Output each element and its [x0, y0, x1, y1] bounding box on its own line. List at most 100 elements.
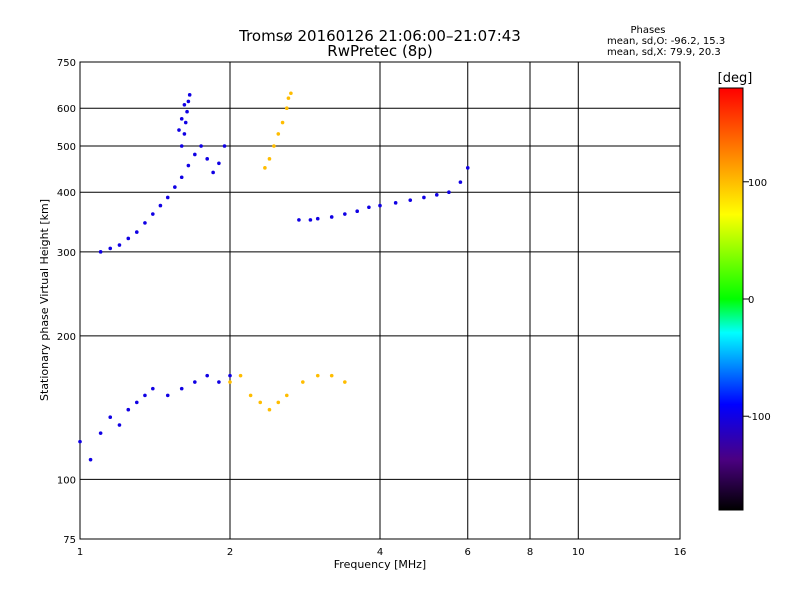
- data-point: [228, 373, 232, 378]
- data-point: [408, 198, 413, 202]
- data-point: [276, 400, 281, 405]
- y-tick-label: 600: [57, 104, 76, 115]
- data-point: [238, 373, 243, 378]
- data-point: [186, 99, 191, 104]
- colorbar-tick-label: -100: [748, 412, 771, 423]
- data-point: [186, 163, 191, 168]
- phases-o-stats: mean, sd,O: -96.2, 15.3: [607, 36, 725, 47]
- data-point: [263, 166, 267, 170]
- data-point: [165, 393, 170, 398]
- x-tick-label: 10: [572, 547, 585, 558]
- data-point: [78, 439, 82, 444]
- data-point: [248, 393, 253, 398]
- y-tick-label: 300: [57, 248, 76, 259]
- data-point: [297, 218, 301, 222]
- data-point: [108, 415, 113, 420]
- colorbar-tick-label: 0: [748, 295, 754, 306]
- y-tick-label: 100: [57, 475, 76, 486]
- chart-subtitle: RwPretec (8p): [327, 42, 432, 60]
- data-point: [355, 209, 359, 213]
- data-point: [179, 386, 184, 391]
- data-point: [117, 243, 122, 247]
- data-point: [258, 400, 263, 405]
- data-point: [177, 128, 181, 132]
- data-point: [183, 120, 188, 125]
- data-point: [182, 103, 187, 107]
- colorbar-unit: [deg]: [718, 71, 753, 86]
- data-point: [151, 386, 155, 391]
- data-point: [315, 373, 320, 378]
- data-point: [179, 117, 184, 121]
- y-tick-label: 75: [63, 535, 76, 546]
- plot-area: 1 2 4 6 8 10 16 75 100 200 300 400 500 600 750: [57, 58, 686, 558]
- data-point: [315, 216, 320, 221]
- data-point: [185, 109, 189, 114]
- data-point: [98, 250, 103, 254]
- data-point: [151, 212, 155, 216]
- x-tick-label: 16: [674, 547, 687, 558]
- phases-legend: Phases mean, sd,O: -96.2, 15.3 mean, sd,…: [607, 25, 725, 58]
- data-point: [308, 218, 313, 222]
- data-point: [276, 132, 281, 136]
- data-point: [182, 132, 187, 136]
- data-point: [205, 157, 209, 161]
- data-point: [108, 246, 113, 251]
- data-point: [301, 380, 305, 384]
- data-point: [179, 175, 184, 180]
- data-point: [199, 144, 203, 148]
- data-point: [143, 393, 147, 398]
- grid-lines: [80, 62, 680, 539]
- data-point: [378, 203, 382, 208]
- data-point: [143, 221, 147, 225]
- x-tick-label: 8: [527, 547, 533, 558]
- data-point: [88, 457, 93, 462]
- x-tick-label: 6: [465, 547, 471, 558]
- data-point: [158, 203, 163, 208]
- data-point: [193, 152, 197, 157]
- y-axis-label: Stationary phase Virtual Height [km]: [38, 199, 51, 401]
- chart-title: Tromsø 20160126 21:06:00–21:07:43: [238, 27, 521, 45]
- data-point: [465, 166, 470, 170]
- x-tick-label: 4: [377, 547, 383, 558]
- data-points: [78, 91, 470, 462]
- data-point: [434, 193, 439, 197]
- data-point: [173, 185, 177, 189]
- data-point: [458, 180, 463, 184]
- data-point: [284, 393, 289, 398]
- colorbar: [deg] 100 0 -100: [718, 71, 771, 511]
- colorbar-ticks: 100 0 -100: [743, 178, 771, 423]
- data-point: [367, 205, 371, 210]
- data-point: [267, 157, 272, 161]
- data-point: [134, 230, 139, 234]
- data-point: [286, 96, 291, 100]
- data-point: [329, 373, 334, 378]
- phases-heading: Phases: [630, 25, 665, 36]
- x-axis-label: Frequency [MHz]: [334, 558, 426, 571]
- data-point: [187, 93, 192, 97]
- phases-x-stats: mean, sd,X: 79.9, 20.3: [607, 47, 721, 58]
- y-tick-label: 400: [57, 188, 76, 199]
- data-point: [267, 407, 272, 412]
- data-point: [211, 170, 215, 175]
- data-point: [280, 120, 285, 125]
- data-point: [179, 144, 184, 148]
- y-tick-labels: 75 100 200 300 400 500 600 750: [57, 58, 76, 546]
- data-point: [217, 380, 221, 384]
- data-point: [98, 431, 103, 435]
- data-point: [393, 201, 398, 205]
- data-point: [134, 400, 139, 405]
- x-tick-labels: 1 2 4 6 8 10 16: [77, 547, 687, 558]
- data-point: [217, 161, 221, 166]
- y-tick-label: 750: [57, 58, 76, 69]
- data-point: [205, 373, 209, 378]
- y-tick-label: 200: [57, 332, 76, 343]
- data-point: [422, 195, 426, 200]
- data-point: [222, 144, 227, 148]
- x-tick-label: 1: [77, 547, 83, 558]
- data-point: [343, 380, 347, 384]
- x-tick-label: 2: [227, 547, 233, 558]
- data-point: [193, 380, 197, 384]
- data-point: [272, 144, 276, 148]
- data-point: [228, 380, 232, 384]
